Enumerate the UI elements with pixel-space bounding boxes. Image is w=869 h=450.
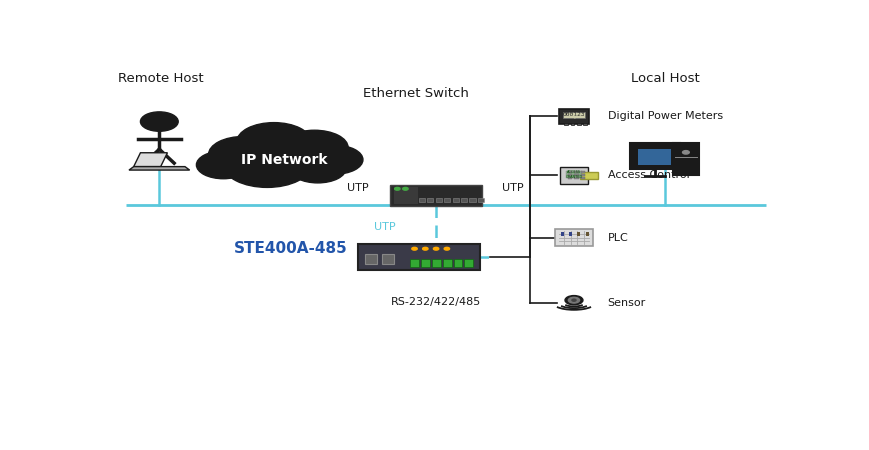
FancyBboxPatch shape [477, 198, 483, 202]
FancyBboxPatch shape [432, 259, 441, 267]
FancyBboxPatch shape [453, 259, 461, 267]
Text: UTP: UTP [347, 183, 368, 193]
Circle shape [289, 154, 346, 183]
FancyBboxPatch shape [461, 198, 467, 202]
Circle shape [223, 142, 311, 187]
Circle shape [306, 145, 362, 174]
FancyBboxPatch shape [410, 259, 419, 267]
FancyBboxPatch shape [442, 259, 451, 267]
FancyBboxPatch shape [570, 123, 574, 125]
Text: IP Network: IP Network [241, 153, 327, 166]
FancyBboxPatch shape [452, 198, 458, 202]
Text: RS-232/422/485: RS-232/422/485 [390, 297, 481, 307]
FancyBboxPatch shape [560, 232, 563, 236]
FancyBboxPatch shape [629, 143, 679, 169]
Circle shape [236, 122, 311, 161]
FancyBboxPatch shape [580, 177, 585, 179]
FancyBboxPatch shape [564, 123, 567, 125]
Circle shape [140, 112, 178, 131]
Circle shape [209, 136, 278, 172]
Circle shape [395, 187, 400, 190]
FancyBboxPatch shape [576, 123, 580, 125]
Text: 000123: 000123 [562, 112, 585, 117]
Text: +: + [570, 114, 576, 120]
FancyBboxPatch shape [419, 198, 424, 202]
FancyBboxPatch shape [421, 259, 429, 267]
FancyBboxPatch shape [577, 232, 580, 236]
Circle shape [281, 130, 348, 165]
Text: PLC: PLC [607, 233, 627, 243]
FancyBboxPatch shape [574, 171, 578, 173]
FancyBboxPatch shape [567, 174, 572, 176]
Text: UTP: UTP [374, 222, 395, 233]
Polygon shape [129, 166, 189, 170]
FancyBboxPatch shape [673, 143, 698, 175]
FancyBboxPatch shape [365, 254, 377, 264]
FancyBboxPatch shape [554, 230, 592, 246]
Text: Digital Power Meters: Digital Power Meters [607, 111, 722, 122]
FancyBboxPatch shape [389, 184, 481, 206]
Circle shape [444, 248, 449, 250]
FancyBboxPatch shape [560, 167, 587, 184]
Circle shape [564, 296, 582, 305]
Circle shape [682, 151, 688, 154]
Polygon shape [134, 153, 167, 166]
Text: Ethernet Switch: Ethernet Switch [362, 87, 468, 100]
FancyBboxPatch shape [568, 232, 571, 236]
Text: Sensor: Sensor [607, 298, 645, 309]
FancyBboxPatch shape [583, 123, 587, 125]
Circle shape [422, 248, 428, 250]
Circle shape [196, 151, 250, 179]
FancyBboxPatch shape [444, 198, 450, 202]
Circle shape [433, 248, 438, 250]
FancyBboxPatch shape [567, 171, 572, 173]
Circle shape [411, 248, 417, 250]
Circle shape [571, 299, 575, 301]
FancyBboxPatch shape [357, 243, 480, 270]
Text: Access Control: Access Control [607, 170, 688, 180]
FancyBboxPatch shape [567, 177, 572, 179]
Text: UTP: UTP [502, 183, 523, 193]
FancyBboxPatch shape [580, 172, 598, 179]
FancyBboxPatch shape [574, 174, 578, 176]
FancyBboxPatch shape [565, 171, 581, 179]
FancyBboxPatch shape [469, 198, 475, 202]
Text: Local Host: Local Host [631, 72, 700, 85]
FancyBboxPatch shape [427, 198, 433, 202]
FancyBboxPatch shape [558, 109, 588, 124]
FancyBboxPatch shape [580, 171, 585, 173]
FancyBboxPatch shape [562, 112, 584, 118]
FancyBboxPatch shape [585, 232, 588, 236]
Text: ACCESS
GRANTED: ACCESS GRANTED [565, 170, 582, 179]
FancyBboxPatch shape [574, 177, 578, 179]
FancyBboxPatch shape [580, 174, 585, 176]
Circle shape [567, 297, 579, 303]
Text: STE400A-485: STE400A-485 [234, 241, 348, 256]
Circle shape [402, 187, 408, 190]
Text: Remote Host: Remote Host [117, 72, 202, 85]
FancyBboxPatch shape [638, 149, 671, 165]
FancyBboxPatch shape [381, 254, 394, 264]
FancyBboxPatch shape [464, 259, 473, 267]
FancyBboxPatch shape [394, 187, 417, 204]
FancyBboxPatch shape [435, 198, 441, 202]
